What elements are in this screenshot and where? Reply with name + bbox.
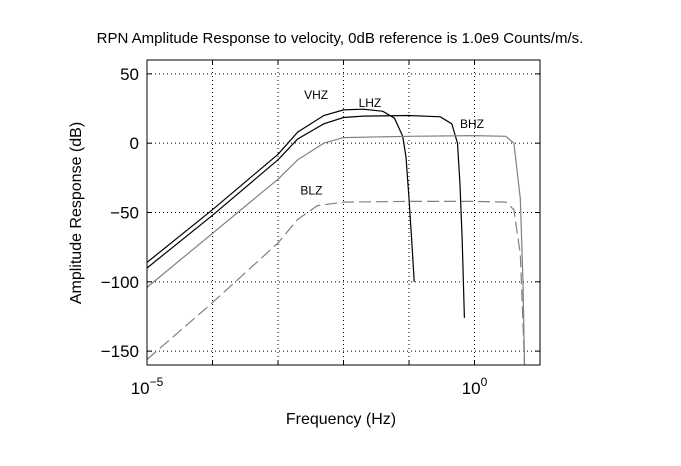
series-labels: VHZ LHZ BHZ BLZ bbox=[300, 88, 484, 198]
series-line-blz bbox=[146, 200, 526, 366]
y-tick-label: 0 bbox=[130, 134, 139, 153]
series-label-vhz: VHZ bbox=[304, 88, 328, 102]
y-tick-label: −50 bbox=[110, 204, 139, 223]
series-lines bbox=[146, 108, 526, 366]
series-line-lhz bbox=[146, 114, 465, 318]
series-label-lhz: LHZ bbox=[359, 96, 382, 110]
chart-title: RPN Amplitude Response to velocity, 0dB … bbox=[97, 30, 584, 47]
series-label-blz: BLZ bbox=[300, 183, 322, 197]
series-label-bhz: BHZ bbox=[460, 117, 484, 131]
grid bbox=[147, 60, 540, 365]
x-tick-label: 10−5 bbox=[131, 375, 164, 398]
y-tick-label: −150 bbox=[101, 342, 139, 361]
series-line-bhz bbox=[146, 134, 526, 366]
y-tick-label: −100 bbox=[101, 273, 139, 292]
y-axis-label: Amplitude Response (dB) bbox=[68, 122, 85, 304]
axis-ticks: 50 0 −50 −100 −150 10−5 100 bbox=[101, 60, 541, 398]
x-axis-label: Frequency (Hz) bbox=[286, 411, 396, 428]
x-tick-label: 100 bbox=[462, 375, 488, 398]
y-tick-label: 50 bbox=[120, 65, 139, 84]
series-line-vhz bbox=[146, 108, 415, 282]
